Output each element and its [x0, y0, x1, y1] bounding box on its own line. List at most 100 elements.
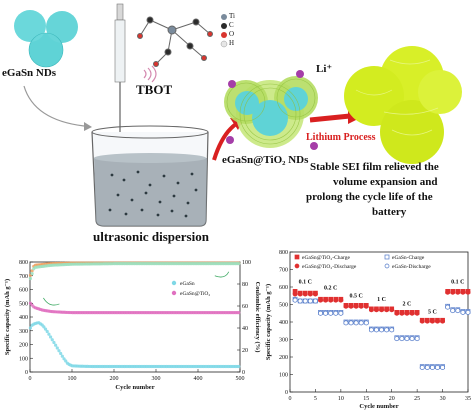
beaker-label: ultrasonic dispersion — [93, 229, 209, 244]
data-point — [45, 329, 49, 334]
x-tick-label: 25 — [414, 396, 420, 402]
data-point — [368, 307, 374, 313]
data-point — [237, 311, 241, 315]
data-point — [28, 276, 33, 281]
data-point — [429, 318, 435, 324]
y-tick-label: 500 — [279, 303, 288, 309]
data-point — [60, 354, 64, 358]
data-point — [338, 310, 344, 316]
data-point — [323, 297, 329, 303]
y-tick-label: 700 — [19, 274, 28, 280]
data-point — [368, 327, 374, 333]
data-point — [450, 308, 456, 314]
data-point — [465, 309, 471, 315]
legend-label: eGaSn@TiO₂-Charge — [302, 255, 350, 261]
data-point — [338, 297, 344, 303]
data-point — [323, 310, 329, 316]
data-point — [52, 340, 56, 345]
data-point — [54, 343, 58, 347]
x-axis-label: Cycle number — [115, 384, 154, 391]
composite-label: eGaSn@TiO₂ NDs — [222, 154, 309, 166]
legend-label: eGaSn — [180, 281, 195, 287]
data-point — [292, 291, 298, 297]
x-tick-label: 20 — [389, 396, 395, 402]
y2-tick-label: 40 — [242, 326, 248, 332]
data-point — [318, 297, 323, 303]
legend-o: O — [229, 30, 235, 38]
legend-label: eGaSn-Discharge — [392, 264, 431, 270]
lithium-arrow — [309, 113, 351, 123]
data-point — [302, 291, 308, 297]
data-point — [343, 303, 349, 309]
data-point — [374, 307, 379, 313]
axis-indicator-arrow — [43, 297, 60, 306]
y2-tick-label: 20 — [242, 348, 248, 354]
data-point — [328, 310, 334, 316]
egasn-label: eGaSn NDs — [2, 67, 57, 79]
atom-legend — [220, 14, 228, 48]
data-point — [379, 307, 384, 313]
x-tick-label: 30 — [440, 396, 446, 402]
legend-marker — [384, 263, 390, 269]
y-tick-label: 600 — [279, 285, 288, 291]
data-point — [348, 320, 354, 326]
data-point — [353, 303, 359, 309]
x-tick-label: 400 — [194, 376, 203, 382]
rate-label: 0.1 C — [299, 280, 312, 286]
legend-marker — [294, 263, 300, 269]
y-tick-label: 0 — [25, 370, 28, 376]
y2-tick-label: 100 — [242, 260, 251, 266]
tbot-label: TBOT — [136, 82, 173, 97]
data-point — [399, 310, 405, 316]
data-point — [312, 298, 318, 304]
x-tick-label: 10 — [338, 396, 344, 402]
process-arrow — [212, 122, 238, 161]
rate-label: 2 C — [403, 301, 412, 307]
data-point — [42, 325, 46, 329]
data-point — [237, 262, 241, 266]
data-point — [43, 327, 48, 331]
data-point — [50, 338, 54, 342]
data-point — [414, 310, 420, 316]
data-point — [57, 349, 61, 353]
y-tick-label: 300 — [279, 338, 288, 344]
y-tick-label: 500 — [19, 301, 28, 307]
tbot-molecule — [137, 16, 213, 67]
data-point — [30, 272, 34, 276]
data-point — [394, 336, 400, 342]
data-point — [348, 303, 354, 309]
x-tick-label: 0 — [289, 396, 292, 402]
data-point — [237, 364, 241, 369]
data-point — [28, 326, 33, 330]
data-point — [424, 365, 430, 370]
data-point — [460, 309, 466, 315]
y-tick-label: 200 — [279, 355, 288, 361]
y-tick-label: 700 — [279, 268, 288, 274]
legend-ti: Ti — [229, 12, 235, 20]
rate-label: 0.5 C — [349, 294, 362, 300]
y-tick-label: 200 — [19, 343, 28, 349]
x-tick-label: 200 — [110, 376, 119, 382]
data-point — [302, 298, 308, 304]
x-tick-label: 35 — [465, 396, 471, 402]
y-axis-label: Specific capacity (mAh g⁻¹) — [4, 279, 11, 355]
process-label: Lithium Process — [306, 132, 376, 143]
y2-tick-label: 80 — [242, 282, 248, 288]
y-axis-label: Specific capacity (mAh g⁻¹) — [265, 284, 272, 360]
y-tick-label: 400 — [19, 315, 28, 321]
data-point — [399, 336, 405, 342]
data-point — [353, 320, 359, 326]
data-point — [394, 310, 400, 316]
data-point — [62, 357, 66, 361]
data-point — [445, 304, 451, 310]
data-point — [455, 289, 461, 295]
y-tick-label: 800 — [19, 260, 28, 266]
data-point — [297, 298, 303, 304]
data-point — [64, 359, 68, 363]
data-point — [292, 297, 298, 303]
data-point — [333, 310, 339, 316]
data-point — [384, 307, 390, 313]
data-point — [445, 289, 451, 295]
